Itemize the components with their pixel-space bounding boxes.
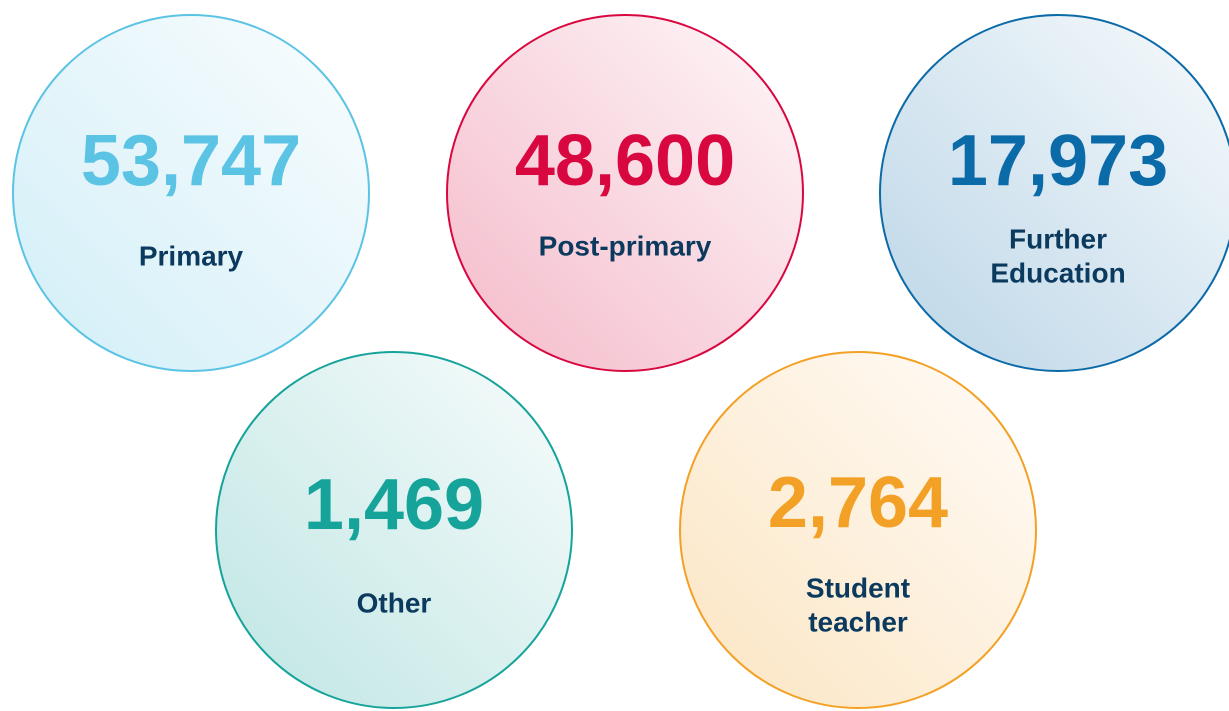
stat-value: 17,973: [948, 121, 1168, 201]
stat-label: Post-primary: [539, 230, 712, 261]
stat-label: Education: [990, 257, 1125, 288]
stat-circle: [679, 351, 1037, 709]
stat-label: Student: [806, 572, 910, 603]
stat-circle: [215, 351, 573, 709]
stat-circle: [879, 14, 1229, 372]
stat-label: Primary: [139, 240, 244, 271]
stat-value: 53,747: [81, 121, 301, 201]
stat-circle: [446, 14, 804, 372]
stat-label: teacher: [808, 606, 908, 637]
stat-value: 1,469: [304, 465, 484, 545]
stat-label: Other: [357, 587, 432, 618]
stat-label: Further: [1009, 223, 1107, 254]
stat-value: 48,600: [515, 121, 735, 201]
stat-value: 2,764: [768, 463, 948, 543]
stat-circle: [12, 14, 370, 372]
